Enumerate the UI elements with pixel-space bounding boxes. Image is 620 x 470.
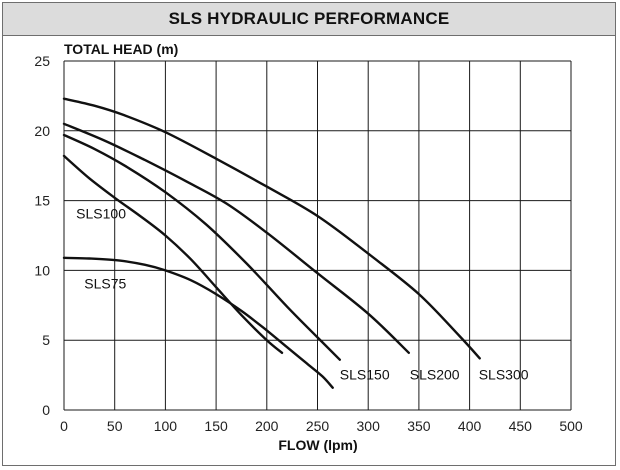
x-tick-label: 500 bbox=[559, 418, 583, 434]
x-tick-label: 200 bbox=[255, 418, 279, 434]
y-tick-label: 20 bbox=[34, 123, 50, 139]
series-label-sls300: SLS300 bbox=[479, 366, 529, 382]
x-tick-label: 150 bbox=[204, 418, 228, 434]
chart-title: SLS HYDRAULIC PERFORMANCE bbox=[3, 3, 615, 36]
series-label-sls200: SLS200 bbox=[410, 366, 460, 382]
x-tick-label: 250 bbox=[306, 418, 330, 434]
series-label-sls75: SLS75 bbox=[84, 276, 126, 292]
grid-layer bbox=[63, 60, 572, 411]
x-tick-label: 100 bbox=[154, 418, 178, 434]
series-line-sls200 bbox=[62, 122, 410, 354]
y-tick-label: 15 bbox=[34, 193, 50, 209]
y-tick-label: 25 bbox=[34, 53, 50, 69]
y-tick-label: 0 bbox=[42, 402, 50, 418]
labels-layer: SLS100 SLS75 SLS150 SLS200 SLS300 bbox=[76, 206, 529, 383]
series-label-sls100: SLS100 bbox=[76, 206, 126, 222]
ticks-layer: 0 50 100 150 200 250 300 350 400 450 500 0 5 10 15 20 25 bbox=[34, 53, 582, 434]
series-line-sls300 bbox=[62, 97, 481, 360]
y-axis-label: TOTAL HEAD (m) bbox=[64, 41, 178, 57]
x-tick-label: 0 bbox=[60, 418, 68, 434]
series-line-sls100 bbox=[62, 154, 284, 354]
series-label-sls150: SLS150 bbox=[340, 366, 390, 382]
x-tick-label: 350 bbox=[407, 418, 431, 434]
series-line-sls75 bbox=[62, 256, 334, 389]
x-tick-label: 450 bbox=[509, 418, 533, 434]
y-tick-label: 10 bbox=[34, 262, 50, 278]
x-tick-label: 50 bbox=[107, 418, 123, 434]
x-axis-label: FLOW (lpm) bbox=[278, 437, 357, 453]
series-layer bbox=[62, 97, 481, 389]
x-tick-label: 400 bbox=[458, 418, 482, 434]
y-tick-label: 5 bbox=[42, 332, 50, 348]
x-tick-label: 300 bbox=[357, 418, 381, 434]
chart-frame: SLS HYDRAULIC PERFORMANCE bbox=[2, 2, 616, 466]
series-line-sls150 bbox=[62, 133, 341, 361]
